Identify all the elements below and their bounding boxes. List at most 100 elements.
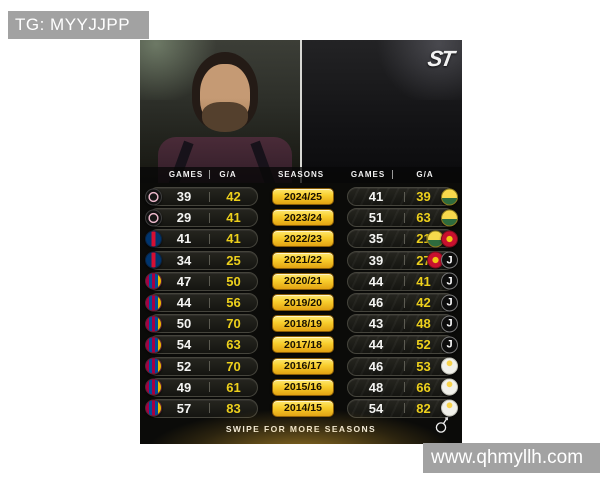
left-games-value: 41 bbox=[176, 231, 192, 247]
left-stat-pill: 47 50 bbox=[145, 271, 258, 291]
header-games-right: GAMES bbox=[350, 170, 386, 179]
player-photos: ST bbox=[140, 40, 462, 183]
table-row: 49 61 2015/16 48 66 bbox=[140, 377, 462, 398]
table-row: 57 83 2014/15 54 82 bbox=[140, 398, 462, 419]
right-ga-value: 42 bbox=[416, 295, 431, 311]
left-games-value: 52 bbox=[176, 358, 192, 374]
season-button[interactable]: 2016/17 bbox=[272, 357, 334, 375]
table-header: GAMES G/A SEASONS GAMES G/A bbox=[140, 167, 462, 183]
left-ga-value: 61 bbox=[226, 379, 241, 395]
season-button[interactable]: 2015/16 bbox=[272, 378, 334, 396]
table-row: 34 25 2021/22 39 27 J bbox=[140, 250, 462, 271]
right-games-value: 35 bbox=[368, 231, 384, 247]
right-games-value: 54 bbox=[368, 400, 384, 416]
messi-beard bbox=[202, 102, 248, 132]
left-games-value: 49 bbox=[176, 379, 192, 395]
barcelona-logo bbox=[145, 336, 162, 354]
right-ga-value: 52 bbox=[416, 337, 431, 353]
juventus-logo: J bbox=[441, 315, 458, 333]
left-games-value: 50 bbox=[176, 316, 192, 332]
season-button[interactable]: 2022/23 bbox=[272, 230, 334, 248]
right-ga-value: 63 bbox=[416, 210, 431, 226]
header-ga-right: G/A bbox=[416, 170, 434, 179]
pill-divider bbox=[404, 318, 405, 329]
messi-photo bbox=[140, 40, 300, 183]
left-stat-pill: 54 63 bbox=[145, 335, 258, 355]
left-games-value: 47 bbox=[176, 273, 192, 289]
season-button[interactable]: 2018/19 bbox=[272, 315, 334, 333]
barcelona-logo bbox=[145, 357, 162, 375]
right-stat-pill: 46 53 bbox=[347, 356, 458, 376]
psg-logo bbox=[145, 230, 162, 248]
season-button[interactable]: 2024/25 bbox=[272, 188, 334, 206]
left-stat-pill: 41 41 bbox=[145, 229, 258, 249]
inter-miami-logo bbox=[145, 209, 162, 227]
pill-divider bbox=[404, 339, 405, 350]
right-stat-pill: 46 42 J bbox=[347, 293, 458, 313]
season-button[interactable]: 2017/18 bbox=[272, 336, 334, 354]
al-nassr-logo bbox=[441, 188, 458, 206]
telegram-watermark: TG: MYYJJPP bbox=[8, 11, 149, 39]
left-ga-value: 41 bbox=[226, 231, 241, 247]
left-games-value: 54 bbox=[176, 337, 192, 353]
right-games-value: 46 bbox=[368, 295, 384, 311]
photo-divider bbox=[300, 40, 302, 183]
real-madrid-logo bbox=[441, 399, 458, 417]
header-ga-left: G/A bbox=[219, 170, 237, 179]
real-madrid-logo bbox=[441, 378, 458, 396]
left-ga-value: 56 bbox=[226, 295, 241, 311]
pill-divider bbox=[209, 318, 210, 329]
left-ga-value: 63 bbox=[226, 337, 241, 353]
right-stat-pill: 51 63 bbox=[347, 208, 458, 228]
left-games-value: 34 bbox=[176, 252, 192, 268]
header-divider bbox=[209, 170, 210, 179]
left-stat-pill: 44 56 bbox=[145, 293, 258, 313]
left-stat-pill: 57 83 bbox=[145, 398, 258, 418]
psg-logo bbox=[145, 251, 162, 269]
right-games-value: 48 bbox=[368, 379, 384, 395]
right-games-value: 46 bbox=[368, 358, 384, 374]
pill-divider bbox=[209, 339, 210, 350]
left-stat-pill: 49 61 bbox=[145, 377, 258, 397]
right-games-value: 51 bbox=[368, 210, 384, 226]
season-button[interactable]: 2019/20 bbox=[272, 294, 334, 312]
inter-miami-logo bbox=[145, 188, 162, 206]
right-ga-value: 48 bbox=[416, 316, 431, 332]
table-row: 44 56 2019/20 46 42 J bbox=[140, 292, 462, 313]
pill-divider bbox=[404, 361, 405, 372]
season-button[interactable]: 2023/24 bbox=[272, 209, 334, 227]
stats-infographic: ST GAMES G/A SEASONS GAMES G/A 39 42 2024/… bbox=[140, 40, 462, 444]
swipe-hand-icon[interactable] bbox=[434, 416, 450, 439]
pill-divider bbox=[404, 255, 405, 266]
right-ga-value: 41 bbox=[416, 273, 431, 289]
right-stat-pill: 44 52 J bbox=[347, 335, 458, 355]
left-games-value: 44 bbox=[176, 295, 192, 311]
pill-divider bbox=[209, 255, 210, 266]
barcelona-logo bbox=[145, 294, 162, 312]
pill-divider bbox=[209, 233, 210, 244]
header-seasons: SEASONS bbox=[277, 170, 325, 179]
left-ga-value: 41 bbox=[226, 210, 241, 226]
right-stat-pill: 35 21 bbox=[347, 229, 458, 249]
swipe-hint-text: SWIPE FOR MORE SEASONS bbox=[225, 424, 377, 434]
st-brand-logo: ST bbox=[425, 46, 455, 71]
header-games-left: GAMES bbox=[168, 170, 204, 179]
right-games-value: 44 bbox=[368, 273, 384, 289]
table-row: 29 41 2023/24 51 63 bbox=[140, 207, 462, 228]
pill-divider bbox=[209, 361, 210, 372]
season-button[interactable]: 2020/21 bbox=[272, 272, 334, 290]
barcelona-logo bbox=[145, 399, 162, 417]
right-ga-value: 53 bbox=[416, 358, 431, 374]
juventus-logo: J bbox=[441, 272, 458, 290]
table-row: 50 70 2018/19 43 48 J bbox=[140, 313, 462, 334]
juventus-logo: J bbox=[441, 251, 458, 269]
season-button[interactable]: 2014/15 bbox=[272, 399, 334, 417]
left-games-value: 39 bbox=[176, 189, 192, 205]
left-stat-pill: 50 70 bbox=[145, 314, 258, 334]
right-stat-pill: 39 27 J bbox=[347, 250, 458, 270]
juventus-logo: J bbox=[441, 336, 458, 354]
right-games-value: 39 bbox=[368, 252, 384, 268]
season-button[interactable]: 2021/22 bbox=[272, 251, 334, 269]
right-ga-value: 39 bbox=[416, 189, 431, 205]
